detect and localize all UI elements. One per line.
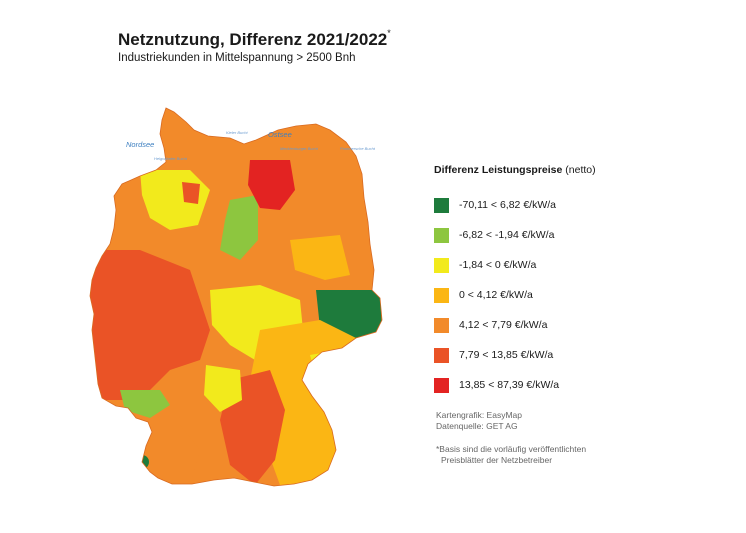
legend: Differenz Leistungspreise (netto) -70,11… bbox=[434, 164, 734, 400]
legend-swatch bbox=[434, 347, 449, 363]
legend-swatch bbox=[434, 377, 449, 393]
legend-item: 4,12 < 7,79 €/kW/a bbox=[434, 310, 734, 340]
region-west-red bbox=[90, 250, 210, 400]
region-saar-green bbox=[120, 390, 170, 418]
legend-items: -70,11 < 6,82 €/kW/a -6,82 < -1,94 €/kW/a… bbox=[434, 190, 734, 400]
legend-title-suffix: (netto) bbox=[565, 164, 596, 176]
legend-item: -6,82 < -1,94 €/kW/a bbox=[434, 220, 734, 250]
legend-item: 13,85 < 87,39 €/kW/a bbox=[434, 370, 734, 400]
legend-item: -1,84 < 0 €/kW/a bbox=[434, 250, 734, 280]
credits: Kartengrafik: EasyMap Datenquelle: GET A… bbox=[436, 410, 522, 432]
footnote-line-1: *Basis sind die vorläufig veröffentlicht… bbox=[436, 444, 587, 454]
credit-datenquelle: Datenquelle: GET AG bbox=[436, 421, 518, 431]
label-pommersche-bucht: Pommersche Bucht bbox=[340, 146, 375, 151]
credit-kartengrafik: Kartengrafik: EasyMap bbox=[436, 410, 522, 420]
legend-label: 4,12 < 7,79 €/kW/a bbox=[459, 319, 548, 331]
region-southwest-orange bbox=[138, 425, 200, 485]
title-footnote-mark: * bbox=[387, 28, 391, 38]
germany-choropleth-map: Nordsee Ostsee Helgoländer Bucht Kieler … bbox=[80, 100, 410, 505]
label-helgolaender-bucht: Helgoländer Bucht bbox=[154, 156, 187, 161]
region-berlin-orange bbox=[290, 235, 350, 280]
footnote: *Basis sind die vorläufig veröffentlicht… bbox=[436, 444, 586, 466]
legend-label: 13,85 < 87,39 €/kW/a bbox=[459, 379, 560, 391]
legend-label: -6,82 < -1,94 €/kW/a bbox=[459, 229, 555, 241]
label-kieler-bucht: Kieler Bucht bbox=[226, 130, 248, 135]
region-bremen-red bbox=[182, 182, 200, 204]
region-hamburg-red bbox=[248, 160, 295, 210]
legend-swatch bbox=[434, 257, 449, 273]
legend-swatch bbox=[434, 317, 449, 333]
region-rhine-yellow bbox=[204, 365, 242, 412]
map-regions bbox=[90, 108, 382, 486]
label-nordsee: Nordsee bbox=[126, 140, 155, 149]
label-ostsee: Ostsee bbox=[268, 130, 292, 139]
legend-swatch bbox=[434, 227, 449, 243]
map-subtitle: Industriekunden in Mittelspannung > 2500… bbox=[118, 52, 356, 64]
footnote-line-2: Preisblätter der Netzbetreiber bbox=[441, 455, 553, 465]
legend-label: 7,79 < 13,85 €/kW/a bbox=[459, 349, 554, 361]
map-canvas bbox=[89, 107, 383, 487]
legend-label: -70,11 < 6,82 €/kW/a bbox=[459, 199, 556, 211]
region-north-green bbox=[220, 195, 258, 260]
region-east-yellow bbox=[310, 350, 345, 392]
legend-item: 0 < 4,12 €/kW/a bbox=[434, 280, 734, 310]
legend-item: 7,79 < 13,85 €/kW/a bbox=[434, 340, 734, 370]
label-mecklenburger-bucht: Mecklenburger Bucht bbox=[280, 146, 318, 151]
legend-item: -70,11 < 6,82 €/kW/a bbox=[434, 190, 734, 220]
legend-label: -1,84 < 0 €/kW/a bbox=[459, 259, 537, 271]
legend-label: 0 < 4,12 €/kW/a bbox=[459, 289, 533, 301]
legend-swatch bbox=[434, 197, 449, 213]
map-title: Netznutzung, Differenz 2021/2022* bbox=[118, 28, 391, 49]
legend-swatch bbox=[434, 287, 449, 303]
legend-title: Differenz Leistungspreise (netto) bbox=[434, 164, 596, 176]
